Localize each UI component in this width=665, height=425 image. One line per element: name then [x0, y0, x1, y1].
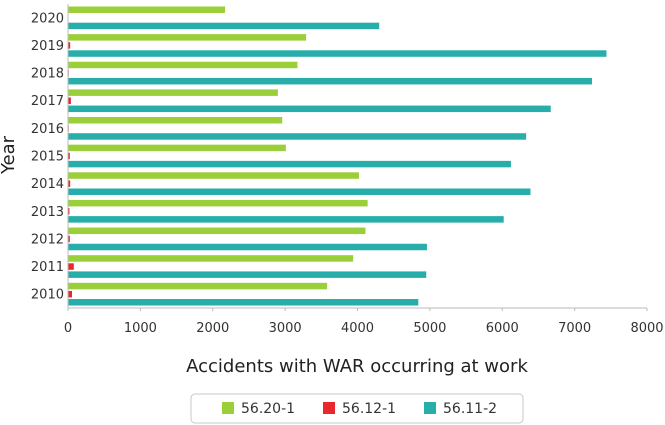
bar-56.12-1-2017 [68, 97, 71, 104]
bar-56.11-2-2011 [68, 271, 427, 278]
legend-swatch [323, 402, 335, 414]
legend-swatch [222, 402, 234, 414]
y-tick-label: 2020 [31, 11, 64, 26]
bar-56.12-1-2012 [68, 235, 70, 243]
y-tick-label: 2013 [31, 205, 64, 220]
bars-layer [68, 6, 607, 306]
y-tick-label: 2010 [31, 288, 64, 303]
legend: 56.20-1 56.12-1 56.11-2 [190, 393, 524, 424]
bar-56.20-1-2010 [68, 282, 328, 290]
y-tick-label: 2016 [31, 122, 64, 137]
bar-56.20-1-2020 [68, 6, 226, 13]
x-tick-label: 8000 [630, 321, 663, 336]
y-axis-title: Year [0, 135, 19, 175]
y-tick-label: 2019 [31, 39, 64, 54]
x-tick-label: 4000 [341, 321, 374, 336]
bar-56.12-1-2011 [68, 263, 74, 270]
legend-swatch [424, 402, 436, 414]
bar-56.20-1-2017 [68, 89, 278, 96]
x-tick-label: 3000 [269, 321, 302, 336]
bar-56.12-1-2019 [68, 42, 71, 49]
bar-56.12-1-2010 [68, 290, 72, 298]
x-tick-label: 7000 [558, 321, 591, 336]
bar-56.11-2-2014 [68, 188, 531, 195]
bar-56.11-2-2020 [68, 22, 380, 30]
bar-56.12-1-2015 [68, 152, 70, 160]
bar-56.20-1-2016 [68, 117, 283, 124]
bar-56.20-1-2019 [68, 34, 307, 41]
bar-56.11-2-2010 [68, 299, 419, 306]
x-tick-label: 0 [64, 321, 72, 336]
bar-56.11-2-2015 [68, 160, 511, 168]
legend-label: 56.11-2 [443, 401, 497, 417]
bar-56.20-1-2015 [68, 144, 286, 152]
legend-label: 56.20-1 [241, 401, 295, 417]
x-axis-title: Accidents with WAR occurring at work [186, 356, 528, 377]
bar-56.20-1-2012 [68, 227, 366, 235]
x-tick-label: 2000 [196, 321, 229, 336]
bar-56.20-1-2014 [68, 172, 359, 179]
y-tick-label: 2012 [31, 232, 64, 247]
legend-label: 56.12-1 [342, 401, 396, 417]
y-tick-label: 2015 [31, 150, 64, 165]
x-tick-label: 6000 [486, 321, 519, 336]
bar-56.11-2-2018 [68, 77, 592, 85]
bar-56.20-1-2013 [68, 199, 368, 207]
y-tick-label: 2017 [31, 94, 64, 109]
legend-box [190, 393, 524, 424]
bar-56.11-2-2019 [68, 50, 607, 57]
bar-56.11-2-2012 [68, 243, 427, 251]
bar-56.11-2-2013 [68, 216, 504, 223]
bar-56.12-1-2013 [68, 208, 70, 215]
y-tick-label: 2011 [31, 260, 64, 275]
x-tick-labels: 0 1000 2000 3000 4000 5000 6000 7000 8000 [64, 308, 664, 336]
bar-56.20-1-2018 [68, 61, 298, 69]
y-tick-label: 2014 [31, 177, 64, 192]
x-tick-label: 1000 [124, 321, 157, 336]
x-tick-label: 5000 [413, 321, 446, 336]
y-tick-labels: 2010 2011 2012 2013 2014 2015 2016 2017 2018 2019… [31, 11, 64, 302]
bar-56.12-1-2014 [68, 180, 71, 187]
bar-56.11-2-2016 [68, 133, 527, 140]
bar-56.20-1-2011 [68, 255, 354, 262]
y-tick-label: 2018 [31, 67, 64, 82]
bar-56.11-2-2017 [68, 105, 551, 113]
